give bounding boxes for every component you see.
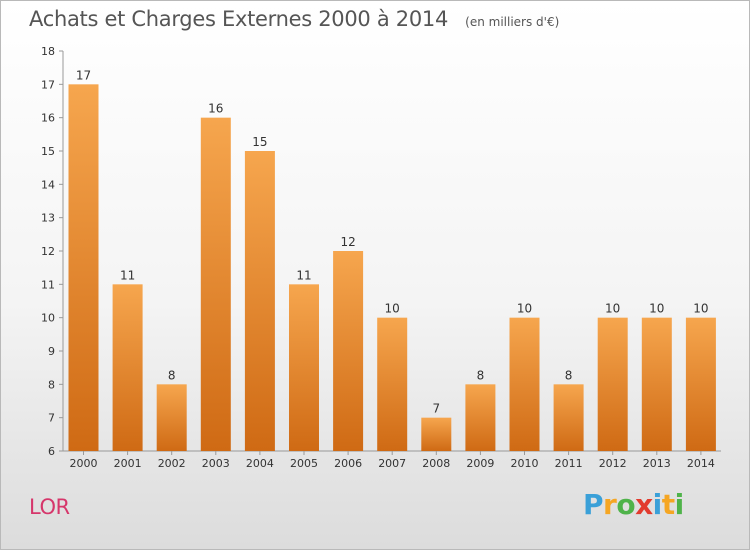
chart-subtitle: (en milliers d'€) bbox=[465, 15, 560, 29]
x-tick-label: 2012 bbox=[599, 457, 627, 470]
x-tick-label: 2009 bbox=[466, 457, 494, 470]
y-tick-label: 8 bbox=[48, 378, 55, 391]
y-tick-label: 18 bbox=[41, 45, 55, 58]
x-tick-label: 2011 bbox=[555, 457, 583, 470]
y-tick-label: 17 bbox=[41, 78, 55, 91]
x-tick-label: 2005 bbox=[290, 457, 318, 470]
chart-title: Achats et Charges Externes 2000 à 2014 bbox=[29, 7, 449, 31]
y-tick-label: 16 bbox=[41, 112, 55, 125]
y-tick-label: 11 bbox=[41, 278, 55, 291]
x-tick-label: 2007 bbox=[378, 457, 406, 470]
bar-2011 bbox=[553, 384, 584, 451]
bar-2013 bbox=[641, 317, 672, 451]
data-label: 15 bbox=[252, 135, 267, 149]
y-axis: 6 7 8 9 10 11 12 13 14 15 16 17 18 bbox=[41, 45, 64, 458]
bar-2003 bbox=[200, 117, 231, 452]
bars bbox=[68, 84, 716, 452]
y-tick-label: 10 bbox=[41, 312, 55, 325]
y-tick-label: 15 bbox=[41, 145, 55, 158]
data-label: 12 bbox=[340, 235, 355, 249]
data-label: 8 bbox=[168, 368, 176, 382]
logo-letter: i bbox=[674, 488, 685, 521]
logo-letter: i bbox=[652, 488, 663, 521]
data-label: 8 bbox=[565, 368, 573, 382]
data-label: 10 bbox=[605, 302, 620, 316]
x-tick-label: 2003 bbox=[202, 457, 230, 470]
x-axis: 2000 2001 2002 2003 2004 2005 2006 2007 2008 2009… bbox=[63, 450, 721, 470]
logo-letter: x bbox=[635, 488, 653, 521]
data-label: 10 bbox=[649, 302, 664, 316]
x-tick-label: 2000 bbox=[70, 457, 98, 470]
title-row: Achats et Charges Externes 2000 à 2014 (… bbox=[29, 7, 559, 31]
x-tick-label: 2013 bbox=[643, 457, 671, 470]
y-tick-label: 6 bbox=[48, 445, 55, 458]
y-tick-label: 14 bbox=[41, 178, 55, 191]
x-tick-label: 2004 bbox=[246, 457, 274, 470]
y-tick-label: 13 bbox=[41, 212, 55, 225]
data-label: 10 bbox=[385, 302, 400, 316]
location-name: LOR bbox=[29, 495, 70, 519]
bar-2007 bbox=[377, 317, 408, 451]
x-tick-label: 2001 bbox=[114, 457, 142, 470]
bar-2010 bbox=[509, 317, 540, 451]
bar-2008 bbox=[421, 417, 452, 451]
data-label: 11 bbox=[120, 268, 135, 282]
data-label: 11 bbox=[296, 268, 311, 282]
bar-2014 bbox=[685, 317, 716, 451]
proxiti-logo[interactable]: Proxiti bbox=[583, 488, 684, 521]
bar-2009 bbox=[465, 384, 496, 451]
bar-2002 bbox=[156, 384, 187, 451]
x-tick-label: 2008 bbox=[422, 457, 450, 470]
bar-2001 bbox=[112, 284, 143, 451]
data-label: 17 bbox=[76, 68, 91, 82]
data-label: 16 bbox=[208, 102, 223, 116]
x-tick-label: 2002 bbox=[158, 457, 186, 470]
x-tick-label: 2014 bbox=[687, 457, 715, 470]
y-tick-label: 9 bbox=[48, 345, 55, 358]
x-tick-label: 2010 bbox=[511, 457, 539, 470]
data-label: 10 bbox=[693, 302, 708, 316]
logo-letter: o bbox=[616, 488, 636, 521]
data-label: 7 bbox=[432, 402, 440, 416]
data-label: 10 bbox=[517, 302, 532, 316]
logo-letter: t bbox=[661, 488, 675, 521]
bar-2004 bbox=[244, 151, 275, 451]
bar-2005 bbox=[289, 284, 319, 451]
logo-letter: r bbox=[603, 488, 617, 521]
data-label: 8 bbox=[477, 368, 485, 382]
x-tick-label: 2006 bbox=[334, 457, 362, 470]
data-labels: 17 11 8 16 15 11 12 10 7 8 10 8 10 10 10 bbox=[76, 68, 709, 415]
logo-letter: P bbox=[583, 488, 604, 521]
bar-2006 bbox=[333, 251, 364, 451]
y-tick-label: 12 bbox=[41, 245, 55, 258]
y-tick-label: 7 bbox=[48, 412, 55, 425]
bar-2012 bbox=[597, 317, 628, 451]
bar-2000 bbox=[68, 84, 99, 451]
